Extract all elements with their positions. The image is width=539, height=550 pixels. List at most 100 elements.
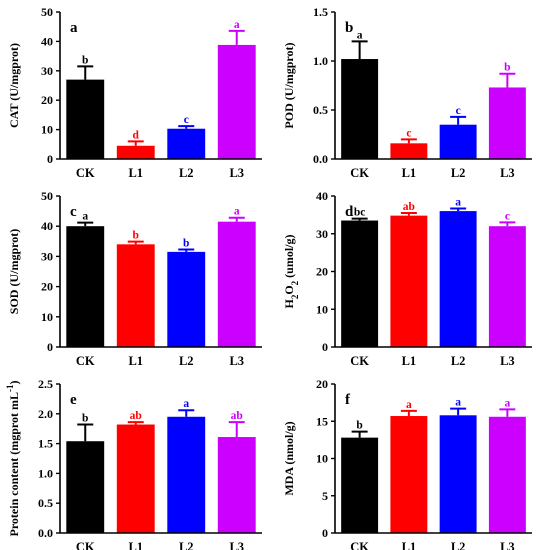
y-tick-label-b: 0.0	[313, 152, 328, 166]
y-tick-label-a: 50	[41, 5, 53, 19]
sig-letter-e-CK: b	[82, 413, 88, 425]
y-tick-label-f: 15	[316, 414, 328, 428]
bar-a-L3	[217, 44, 256, 159]
y-tick-label-a: 30	[41, 64, 53, 78]
y-tick-label-c: 0	[47, 340, 53, 354]
bar-e-CK	[66, 441, 105, 533]
sig-letter-a-L1: d	[133, 129, 140, 141]
category-label-a-CK: CK	[76, 166, 95, 180]
sig-letter-f-CK: b	[356, 420, 362, 432]
y-tick-label-a: 10	[41, 123, 53, 137]
sig-letter-f-L2: a	[455, 397, 461, 409]
category-label-f-L1: L1	[402, 540, 417, 550]
bar-c-CK	[66, 226, 105, 347]
bar-b-L2	[439, 124, 477, 159]
sig-letter-b-CK: a	[357, 29, 363, 41]
bar-e-L3	[217, 437, 256, 533]
sig-letter-d-L2: a	[455, 196, 461, 208]
category-label-e-L2: L2	[179, 540, 194, 550]
sig-letter-a-L2: c	[184, 114, 189, 126]
chart-panel-e: b CK ab L1 a L2 ab L3 0.0 0.5 1.0 1.5 2.0 2.5 e Protein…	[5, 377, 262, 550]
y-tick-label-e: 1.0	[38, 466, 53, 480]
category-label-c-L2: L2	[179, 354, 194, 368]
sig-letter-b-L1: c	[406, 127, 411, 139]
sig-letter-c-L2: b	[183, 237, 189, 249]
y-tick-label-c: 30	[41, 249, 53, 263]
y-axis-label-e: Protein content (mgprot mL-1)	[5, 380, 21, 536]
bar-f-CK	[341, 437, 379, 533]
sig-letter-c-CK: a	[82, 211, 88, 223]
y-axis-label-b: POD (U/mgprot)	[282, 42, 296, 128]
y-tick-label-b: 1.0	[313, 54, 328, 68]
y-tick-label-a: 0	[47, 152, 53, 166]
sig-letter-e-L3: ab	[231, 410, 243, 422]
y-tick-label-e: 2.5	[38, 377, 53, 391]
y-tick-label-e: 0.0	[38, 526, 53, 540]
category-label-e-L3: L3	[229, 540, 244, 550]
category-label-d-L3: L3	[500, 354, 515, 368]
sig-letter-b-L2: c	[456, 105, 461, 117]
sig-letter-f-L1: a	[406, 399, 412, 411]
panel-letter-a: a	[70, 20, 78, 36]
y-tick-label-c: 10	[41, 310, 53, 324]
sig-letter-d-L3: c	[505, 210, 510, 222]
bar-b-L3	[488, 87, 526, 159]
y-tick-label-c: 20	[41, 280, 53, 294]
panel-letter-d: d	[345, 204, 354, 220]
category-label-b-L2: L2	[451, 166, 466, 180]
bar-c-L3	[217, 221, 256, 347]
panel-letter-c: c	[70, 204, 77, 220]
category-label-a-L3: L3	[229, 166, 244, 180]
bar-b-L1	[390, 143, 428, 159]
category-label-c-L3: L3	[229, 354, 244, 368]
bar-e-L1	[116, 424, 155, 533]
y-tick-label-c: 50	[41, 189, 53, 203]
category-label-c-L1: L1	[128, 354, 143, 368]
sig-letter-e-L1: ab	[130, 410, 142, 422]
sig-letter-a-CK: b	[82, 54, 88, 66]
y-tick-label-f: 5	[322, 489, 328, 503]
bar-e-L2	[167, 416, 206, 533]
bar-c-L2	[167, 251, 206, 347]
sig-letter-c-L1: b	[133, 230, 139, 242]
y-tick-label-e: 1.5	[38, 437, 53, 451]
panel-letter-e: e	[70, 392, 77, 408]
category-label-d-L1: L1	[402, 354, 417, 368]
y-tick-label-d: 0	[322, 340, 328, 354]
y-tick-label-f: 10	[316, 452, 328, 466]
chart-panel-a: b CK d L1 c L2 a L3 0 10 20 30 40 50 a CAT (U/mgprot)	[7, 5, 262, 180]
y-tick-label-d: 10	[316, 302, 328, 316]
chart-panel-c: a CK b L1 b L2 a L3 0 10 20 30 40 50 c SOD (U/mgprot)	[7, 189, 262, 368]
y-tick-label-d: 40	[316, 189, 328, 203]
y-tick-label-c: 40	[41, 219, 53, 233]
y-tick-label-d: 30	[316, 227, 328, 241]
sig-letter-d-L1: ab	[403, 201, 415, 213]
category-label-d-CK: CK	[350, 354, 369, 368]
y-tick-label-e: 2.0	[38, 407, 53, 421]
y-axis-label-a: CAT (U/mgprot)	[7, 43, 21, 128]
category-label-b-L3: L3	[500, 166, 515, 180]
category-label-d-L2: L2	[451, 354, 466, 368]
bar-f-L3	[488, 416, 526, 533]
bar-d-CK	[341, 220, 379, 347]
y-tick-label-a: 40	[41, 34, 53, 48]
y-axis-label-c: SOD (U/mgprot)	[7, 229, 21, 314]
panel-letter-f: f	[345, 392, 351, 408]
category-label-e-CK: CK	[76, 540, 95, 550]
category-label-f-L3: L3	[500, 540, 515, 550]
category-label-f-L2: L2	[451, 540, 466, 550]
category-label-a-L1: L1	[128, 166, 143, 180]
bar-d-L3	[488, 226, 526, 347]
chart-panel-d: bc CK ab L1 a L2 c L3 0 10 20 30 40 d H2O2 (umol/g)	[282, 189, 532, 368]
sig-letter-a-L3: a	[234, 19, 240, 31]
y-axis-label-d: H2O2 (umol/g)	[282, 234, 300, 308]
y-tick-label-e: 0.5	[38, 496, 53, 510]
category-label-f-CK: CK	[350, 540, 369, 550]
y-tick-label-b: 0.5	[313, 103, 328, 117]
sig-letter-f-L3: a	[505, 397, 511, 409]
bar-a-L2	[167, 128, 206, 159]
bar-a-L1	[116, 145, 155, 159]
category-label-c-CK: CK	[76, 354, 95, 368]
bar-f-L1	[390, 416, 428, 533]
